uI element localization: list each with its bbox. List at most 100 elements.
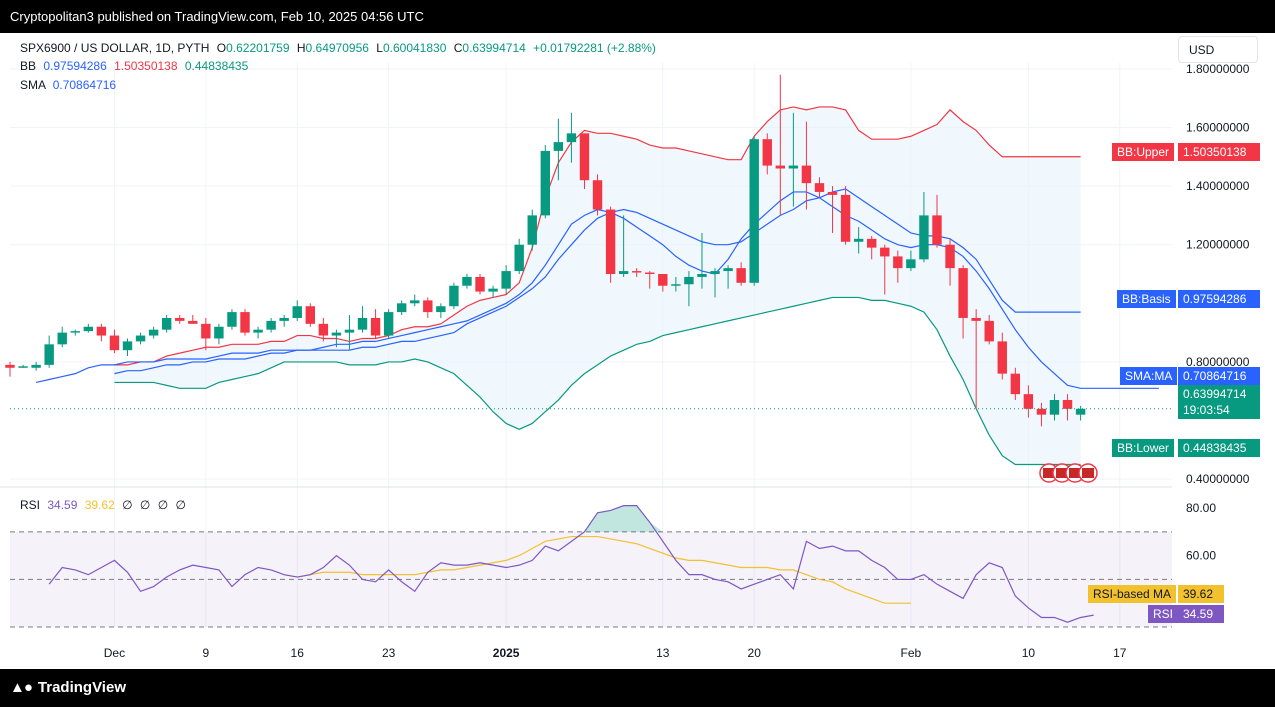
bb-lower-line [114, 296, 1081, 466]
candle-body [161, 317, 172, 330]
candle-body [318, 323, 329, 336]
candle-body [919, 215, 929, 260]
candle-body [31, 364, 41, 368]
candle-body [579, 133, 590, 181]
us-flag-icon [1069, 468, 1081, 478]
candle-body [292, 306, 302, 318]
candle-body [527, 215, 537, 245]
time-axis-tick: Feb [901, 646, 922, 660]
candle-body [710, 271, 720, 274]
candle-body [945, 244, 955, 269]
bb-basis-value-tag: 0.97594286 [1178, 290, 1260, 308]
sma-label-tag: SMA:MA [1120, 367, 1178, 385]
candle-body [984, 320, 994, 342]
bb-upper-line [114, 106, 1081, 366]
rsi-axis-tick: 60.00 [1186, 549, 1216, 563]
candle-body [488, 288, 498, 292]
candle-body [736, 268, 746, 283]
candle-body [867, 238, 877, 248]
rsi-overbought-fill [584, 505, 663, 532]
candle-body [1075, 408, 1086, 415]
bb-legend: BB 0.97594286 1.50350138 0.44838435 [20, 59, 248, 73]
candle-body [553, 142, 564, 151]
candle-body [449, 285, 459, 307]
candle-body [827, 191, 838, 195]
price-axis-tick: 0.80000000 [1186, 355, 1250, 369]
bar-countdown: 19:03:54 [1183, 403, 1230, 417]
candle-body [840, 194, 851, 242]
candle-body [253, 329, 263, 333]
candle-body [305, 306, 315, 324]
bb-lower-value-tag: 0.44838435 [1178, 439, 1260, 457]
candle-body [592, 180, 603, 210]
bb-basis-label-tag: BB:Basis [1117, 290, 1176, 308]
sma-label[interactable]: SMA [20, 78, 46, 92]
candle-body [814, 183, 825, 192]
candle-body [214, 326, 224, 339]
bb-lower-value: 0.44838435 [184, 59, 249, 73]
price-chart-svg[interactable]: 1.80000000 1.60000000 1.40000000 1.20000000… [0, 33, 1275, 669]
candle-body [5, 364, 15, 368]
candle-body [684, 276, 694, 285]
candle-body [436, 306, 446, 313]
candle-body [1036, 408, 1047, 415]
candle-body [618, 271, 629, 274]
change-value: +0.01792281 (+2.88%) [533, 41, 656, 55]
candle-body [631, 271, 642, 273]
candle-body [122, 341, 133, 351]
candle-body [279, 317, 289, 321]
symbol-label[interactable]: SPX6900 / US DOLLAR, 1D, PYTH [20, 41, 210, 55]
chart-area[interactable]: 1.80000000 1.60000000 1.40000000 1.20000000… [0, 33, 1275, 669]
bb-upper-value-tag: 1.50350138 [1178, 143, 1260, 161]
candle-body [462, 276, 472, 286]
candle-body [135, 335, 146, 342]
candle-body [605, 209, 616, 274]
candle-body [997, 341, 1007, 374]
candle-body [96, 326, 107, 336]
time-axis-tick: 13 [656, 646, 670, 660]
candle-body [266, 320, 276, 330]
candle-body [423, 300, 433, 313]
candle-body [671, 284, 681, 286]
candle-body [971, 317, 981, 321]
time-axis-tick: 10 [1022, 646, 1036, 660]
rsi-ma-line [284, 535, 911, 604]
ohlc-legend: SPX6900 / US DOLLAR, 1D, PYTH O0.6220175… [20, 41, 656, 55]
candle-body [175, 317, 185, 321]
candle-body [475, 276, 485, 292]
candle-body [514, 244, 524, 272]
rsi-ma-value-tag: 39.62 [1178, 585, 1224, 603]
candle-body [775, 165, 786, 169]
candle-body [148, 329, 159, 336]
tradingview-logo[interactable]: ▲● TradingView [10, 679, 126, 696]
time-axis-tick: 17 [1113, 646, 1127, 660]
candle-body [932, 215, 942, 245]
candle-body [357, 317, 368, 330]
bb-lower-label-tag: BB:Lower [1112, 439, 1175, 457]
candle-body [749, 139, 759, 283]
rsi-value: 34.59 [47, 498, 78, 512]
rsi-extra-2: ∅ [139, 498, 151, 512]
candle-body [201, 323, 211, 339]
candle-body [788, 165, 799, 169]
sma-value-tag: 0.70864716 [1178, 367, 1260, 385]
price-axis-tick: 1.60000000 [1186, 120, 1250, 134]
rsi-axis-tick: 80.00 [1186, 501, 1216, 515]
rsi-ma-label-tag: RSI-based MA [1088, 585, 1177, 603]
us-flag-icon [1082, 468, 1094, 478]
open-label: O [216, 41, 227, 55]
candle-body [697, 274, 707, 277]
currency-button[interactable]: USD [1178, 36, 1258, 63]
high-value: 0.64970956 [305, 41, 369, 55]
rsi-ma-value: 39.62 [84, 498, 115, 512]
candle-body [1049, 400, 1060, 415]
price-axis-tick: 1.40000000 [1186, 179, 1250, 193]
last-price-value: 0.63994714 [1183, 387, 1247, 401]
candle-body [57, 332, 67, 345]
rsi-label[interactable]: RSI [20, 498, 41, 512]
candle-body [383, 312, 394, 336]
candle-body [70, 331, 80, 333]
bb-label[interactable]: BB [20, 59, 37, 73]
candle-body [188, 320, 198, 324]
candle-body [240, 312, 250, 333]
